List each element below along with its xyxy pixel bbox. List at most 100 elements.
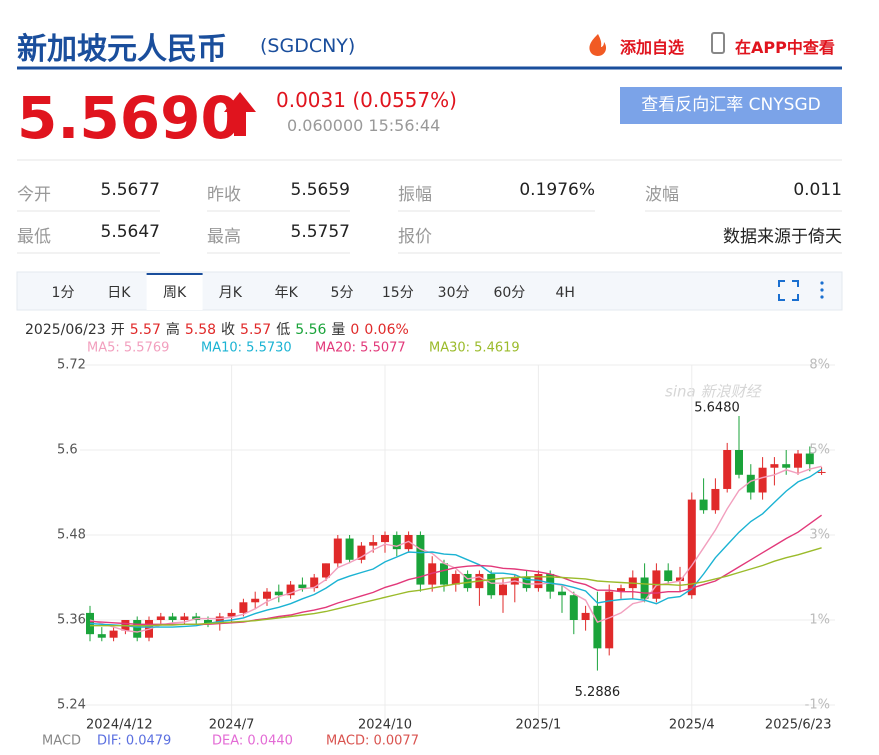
stat-label: 今开 — [17, 185, 51, 205]
x-tick-label: 2024/10 — [358, 718, 412, 733]
stat-value: 数据来源于倚天 — [723, 227, 842, 247]
tab[interactable]: 15分 — [382, 285, 414, 301]
candle-body — [322, 563, 330, 578]
x-tick-label: 2024/7 — [209, 718, 255, 733]
candle-body — [204, 620, 212, 624]
candle-body — [664, 570, 673, 582]
candle-body — [676, 577, 684, 582]
y2-tick-label: 8% — [809, 358, 830, 373]
info-label: 量 — [331, 322, 346, 338]
candle-body — [263, 591, 271, 599]
candle-body — [180, 616, 189, 620]
stat-label: 振幅 — [398, 185, 432, 205]
y-tick-label: 5.72 — [57, 358, 86, 373]
max-label: 5.6480 — [694, 401, 740, 416]
candle-body — [298, 584, 307, 589]
tab[interactable]: 月K — [219, 285, 243, 301]
info-label: 高 — [165, 322, 180, 338]
candle-body — [699, 499, 708, 511]
fire-icon — [589, 34, 607, 56]
add-watchlist[interactable]: 添加自选 — [620, 38, 685, 57]
candle-body — [581, 612, 590, 620]
candle-body — [451, 573, 460, 585]
info-value: 5.57 — [129, 322, 161, 338]
info-line: 2025/06/23 开 5.57 高 5.58 收 5.57 低 5.56 量 0 0.06% — [25, 319, 414, 339]
candle-body — [487, 573, 496, 596]
candle-body — [735, 450, 743, 475]
stat-value: 5.5647 — [100, 222, 160, 242]
y2-tick-label: 3% — [809, 528, 830, 543]
info-value: 0.06% — [364, 322, 409, 338]
phone-icon — [711, 32, 725, 54]
stat-label: 波幅 — [645, 185, 679, 205]
tab-active-bg — [146, 273, 203, 310]
candle-body — [133, 620, 142, 638]
y2-tick-label: 1% — [809, 613, 830, 628]
candle-body — [333, 538, 342, 564]
tab[interactable]: 1分 — [52, 285, 75, 301]
candle-body — [711, 488, 720, 511]
info-value: 5.57 — [240, 322, 272, 338]
info-value: 0 — [350, 322, 360, 338]
info-value: 5.56 — [295, 322, 327, 338]
y-tick-label: 5.48 — [57, 528, 86, 543]
candle-body — [251, 598, 260, 603]
y2-tick-label: -1% — [805, 698, 830, 713]
stat-label: 最高 — [207, 227, 241, 247]
y-tick-label: 5.24 — [57, 698, 86, 713]
candle-body — [569, 595, 578, 620]
fullscreen-icon — [778, 280, 799, 301]
stat-value: 5.5659 — [290, 180, 350, 200]
legend-entry: MA5: 5.5769 — [87, 341, 169, 356]
x-tick-label: 2025/6/23 — [765, 718, 832, 733]
candle-body — [463, 573, 472, 589]
tab[interactable]: 日K — [107, 285, 131, 301]
reverse-button[interactable]: 查看反向汇率 CNYSGD — [620, 87, 842, 124]
candle-body — [357, 545, 366, 560]
info-label: 收 — [221, 322, 236, 338]
candle-body — [310, 577, 319, 589]
stat-value: 5.5757 — [290, 222, 350, 242]
candle-body — [640, 577, 649, 599]
candle-body — [215, 616, 224, 624]
open-app[interactable]: 在APP中查看 — [735, 38, 835, 57]
candle-body — [499, 584, 507, 596]
candle-body — [428, 563, 437, 585]
candle-body — [558, 591, 566, 596]
y-tick-label: 5.6 — [57, 443, 78, 458]
tab[interactable]: 4H — [555, 285, 574, 301]
candle-body — [392, 535, 401, 550]
tab[interactable]: 年K — [275, 285, 299, 301]
candle-body — [770, 464, 779, 468]
change: 0.0031 (0.0557%) — [276, 88, 457, 112]
candle-body — [97, 634, 106, 638]
tab[interactable]: 60分 — [493, 285, 525, 301]
y2-tick-label: 5% — [809, 443, 830, 458]
candle-body — [805, 453, 814, 465]
legend-entry: MA30: 5.4619 — [429, 341, 520, 356]
candle-body — [593, 605, 602, 649]
macd-label: MACD — [42, 734, 81, 749]
tab[interactable]: 5分 — [331, 285, 354, 301]
macd-label: DIF: 0.0479 — [97, 734, 171, 749]
stat-value: 0.011 — [793, 180, 842, 200]
info-date: 2025/06/23 — [25, 322, 106, 338]
menu-dot — [820, 295, 824, 299]
tab[interactable]: 周K — [163, 285, 187, 301]
detail: 0.060000 15:56:44 — [287, 116, 441, 135]
x-tick-label: 2025/1 — [516, 718, 562, 733]
tab[interactable]: 30分 — [438, 285, 470, 301]
stat-label: 最低 — [17, 227, 51, 247]
stat-value: 0.1976% — [519, 180, 595, 200]
reverse-button-label[interactable]: 查看反向汇率 CNYSGD — [641, 95, 821, 115]
legend-entry: MA20: 5.5077 — [315, 341, 406, 356]
macd-label: MACD: 0.0077 — [326, 734, 419, 749]
candle-body — [345, 538, 354, 560]
candle-body — [381, 535, 389, 543]
info-value: 5.58 — [184, 322, 217, 338]
candle-body — [274, 591, 283, 596]
stat-label: 昨收 — [207, 185, 241, 205]
macd-label: DEA: 0.0440 — [212, 734, 293, 749]
